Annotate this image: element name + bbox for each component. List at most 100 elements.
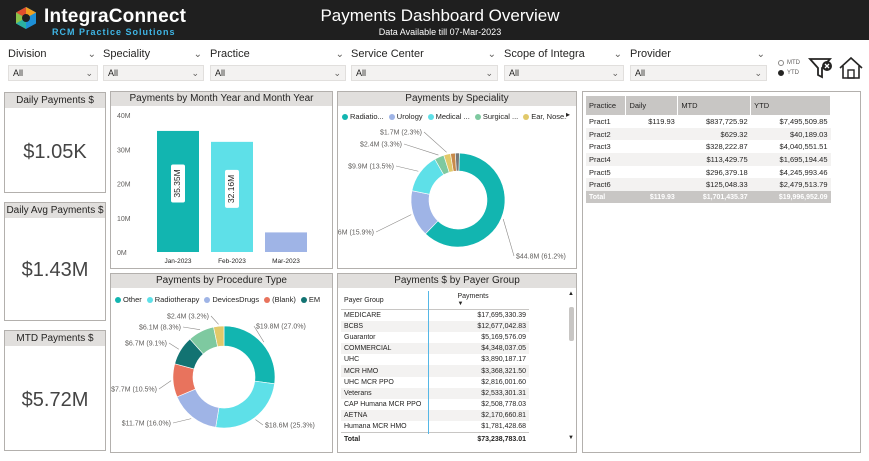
bar-Mar-2023[interactable] <box>265 232 307 252</box>
practice-cell: $2,479,513.79 <box>750 178 831 192</box>
scroll-up-icon[interactable]: ▲ <box>568 291 574 297</box>
table-row[interactable]: COMMERCIAL $4,348,037.05 <box>341 343 529 355</box>
chevron-down-icon[interactable]: ⌄ <box>87 48 96 60</box>
legend-label: Radiotherapy <box>154 295 200 304</box>
table-row[interactable]: MEDICARE $17,695,330.39 <box>341 310 529 321</box>
column-header-ytd[interactable]: YTD <box>750 96 831 115</box>
filter-dropdown[interactable]: All ⌄ <box>210 65 346 81</box>
filter-practice[interactable]: Practice ⌄ All ⌄ <box>210 46 346 86</box>
table-row[interactable]: MCR HMO $3,368,321.50 <box>341 365 529 377</box>
filter-label: Speciality <box>103 48 151 60</box>
bar-data-label: 32.16M <box>226 175 236 203</box>
slice-data-label: $1.7M (2.3%) <box>380 130 422 137</box>
x-tick-label: Feb-2023 <box>218 258 246 265</box>
filter-provider[interactable]: Provider ⌄ All ⌄ <box>630 46 767 86</box>
legend-item[interactable]: Urology <box>388 112 423 121</box>
table-row[interactable]: CAP Humana MCR PPO $2,508,778.03 <box>341 399 529 410</box>
filter-service-center[interactable]: Service Center ⌄ All ⌄ <box>351 46 498 86</box>
payer-group-cell: CAP Humana MCR PPO <box>344 401 422 409</box>
scrollbar[interactable]: ▲ ▼ <box>568 291 575 441</box>
payments-cell: $4,348,037.05 <box>454 343 529 355</box>
column-header-daily[interactable]: Daily <box>625 96 679 115</box>
legend-item[interactable]: Ear, Nose... <box>523 112 567 121</box>
table-row[interactable]: Pract1 $119.93 $837,725.92 $7,495,509.85 <box>586 115 831 128</box>
bar-chart-title: Payments by Month Year and Month Year <box>111 92 332 106</box>
clear-filter-icon[interactable] <box>808 55 834 81</box>
leader-line <box>158 380 172 390</box>
filter-dropdown[interactable]: All ⌄ <box>103 65 204 81</box>
legend-next-arrow-icon[interactable]: ▸ <box>566 110 571 119</box>
table-row[interactable]: UHC MCR PPO $2,816,001.60 <box>341 377 529 388</box>
column-header-mtd[interactable]: MTD <box>677 96 752 115</box>
scrollbar-thumb[interactable] <box>569 307 574 341</box>
legend-dot-icon <box>300 296 307 303</box>
slice-data-label: $11.6M (15.9%) <box>338 230 374 237</box>
practice-cell: Pract6 <box>586 178 626 192</box>
table-row[interactable]: Pract3 $328,222.87 $4,040,551.51 <box>586 140 831 153</box>
slice-Other 3[interactable] <box>213 325 225 348</box>
legend-item[interactable]: Radiotherapy <box>146 295 200 304</box>
slice-data-label: $6.1M (8.3%) <box>139 325 181 332</box>
filter-dropdown[interactable]: All ⌄ <box>8 65 98 81</box>
table-row[interactable]: Pract4 $113,429.75 $1,695,194.45 <box>586 153 831 166</box>
practice-cell: $4,040,551.51 <box>779 142 828 152</box>
practice-table: Practice Daily MTD YTD Pract1 $119.93 $837… <box>586 96 831 204</box>
legend-item[interactable]: Surgical ... <box>474 112 518 121</box>
table-row[interactable]: AETNA $2,170,660.81 <box>341 410 529 422</box>
table-row[interactable]: Humana MCR HMO $1,781,428.68 <box>341 421 529 432</box>
scroll-down-icon[interactable]: ▼ <box>568 435 574 441</box>
column-header-payments[interactable]: Payments ▼ <box>454 291 529 310</box>
legend-item[interactable]: DevicesDrugs <box>204 295 259 304</box>
legend-item[interactable]: EM <box>300 295 320 304</box>
legend-item[interactable]: Medical ... <box>427 112 470 121</box>
filter-value: All <box>13 68 24 78</box>
legend-item[interactable]: Radiatio... <box>342 112 384 121</box>
kpi-title: MTD Payments $ <box>5 331 105 346</box>
filter-dropdown[interactable]: All ⌄ <box>351 65 498 81</box>
filter-scope-of-integra[interactable]: Scope of Integra ⌄ All ⌄ <box>504 46 624 86</box>
home-icon[interactable] <box>838 55 864 81</box>
radio-ytd[interactable]: YTD <box>778 68 800 78</box>
payer-group-table: Payer Group Payments ▼ MEDICARE $17,695,33… <box>341 291 529 447</box>
filter-label: Provider <box>630 48 671 60</box>
period-toggle[interactable]: MTD YTD <box>778 58 800 78</box>
slice-Other 2[interactable] <box>455 152 460 172</box>
practice-table-card <box>582 91 861 453</box>
slice-Other[interactable] <box>223 325 276 385</box>
column-header-practice[interactable]: Practice <box>586 96 627 115</box>
table-row[interactable]: UHC $3,890,187.17 <box>341 354 529 365</box>
logo-subtitle: RCM Practice Solutions <box>52 27 176 37</box>
filter-speciality[interactable]: Speciality ⌄ All ⌄ <box>103 46 204 86</box>
legend-item[interactable]: (Blank) <box>264 295 296 304</box>
filter-dropdown[interactable]: All ⌄ <box>504 65 624 81</box>
chevron-down-icon: ⌄ <box>485 67 493 78</box>
filter-dropdown[interactable]: All ⌄ <box>630 65 767 81</box>
chevron-down-icon[interactable]: ⌄ <box>756 48 765 60</box>
column-header-payer-group[interactable]: Payer Group <box>341 291 455 310</box>
practice-cell: $837,725.92 <box>705 116 748 126</box>
slice-DevicesDrugs[interactable] <box>176 388 220 428</box>
radio-mtd[interactable]: MTD <box>778 58 800 68</box>
chevron-down-icon[interactable]: ⌄ <box>335 48 344 60</box>
legend-dot-icon <box>264 296 271 303</box>
chevron-down-icon[interactable]: ⌄ <box>193 48 202 60</box>
table-row[interactable]: Pract5 $296,379.18 $4,245,993.46 <box>586 166 831 179</box>
table-row[interactable]: Pract6 $125,048.33 $2,479,513.79 <box>586 178 831 192</box>
slice-Radiotherapy[interactable] <box>215 380 275 429</box>
radio-button-icon[interactable] <box>778 70 784 76</box>
filter-division[interactable]: Division ⌄ All ⌄ <box>8 46 98 86</box>
y-tick-label: 40M <box>117 113 131 120</box>
table-row[interactable]: Guarantor $5,169,576.09 <box>341 332 529 343</box>
procedure-chart-title: Payments by Procedure Type <box>111 274 332 288</box>
table-row[interactable]: Veterans $2,533,301.31 <box>341 387 529 399</box>
header-label: Payments <box>457 293 489 300</box>
practice-cell <box>625 178 678 192</box>
radio-button-icon[interactable] <box>778 60 784 66</box>
slice-Radiation[interactable] <box>425 152 506 248</box>
chevron-down-icon[interactable]: ⌄ <box>613 48 622 60</box>
legend-dot-icon <box>523 113 530 120</box>
table-row[interactable]: Pract2 $629.32 $40,189.03 <box>586 127 831 141</box>
table-row[interactable]: BCBS $12,677,042.83 <box>341 320 529 332</box>
chevron-down-icon[interactable]: ⌄ <box>487 48 496 60</box>
legend-item[interactable]: Other <box>115 295 142 304</box>
